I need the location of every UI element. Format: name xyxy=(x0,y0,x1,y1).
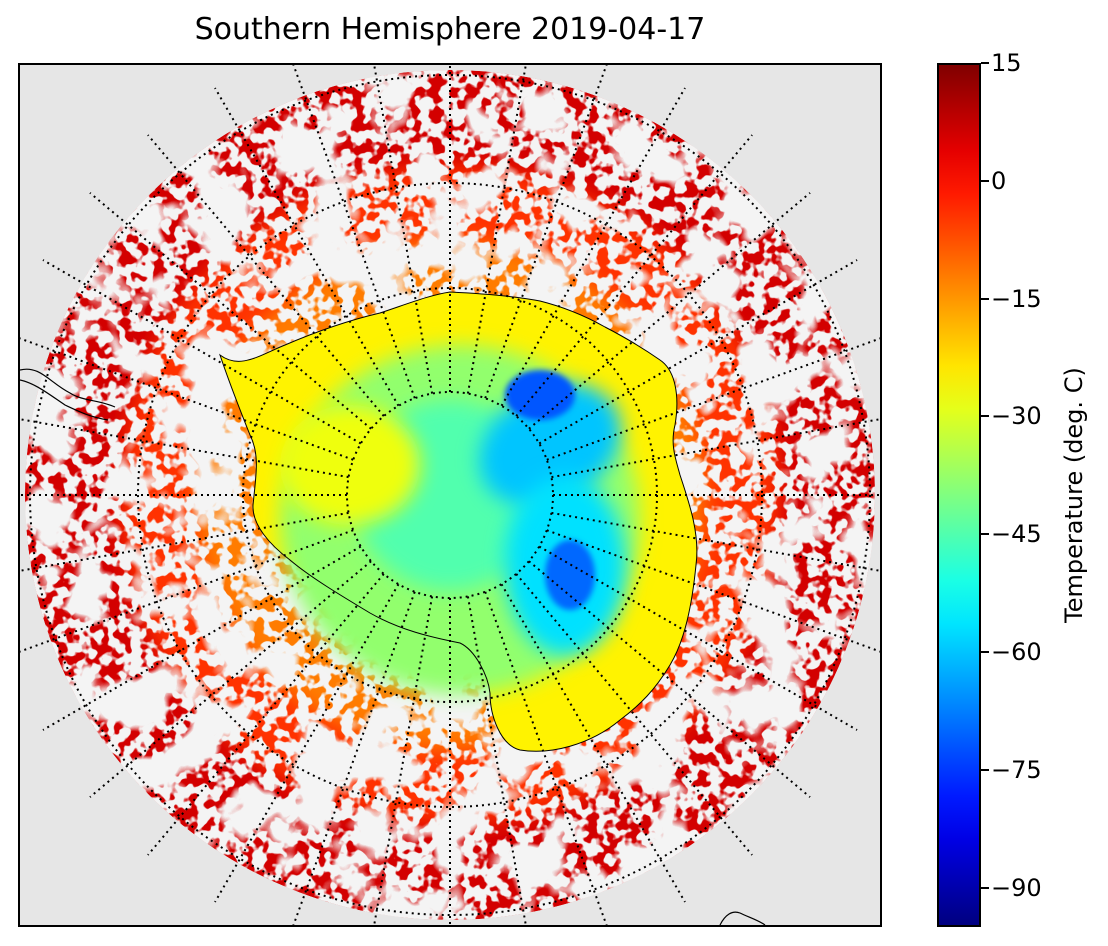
meridian xyxy=(20,337,354,461)
meridian xyxy=(528,560,811,798)
meridian xyxy=(528,192,811,430)
colorbar-tick-label: −75 xyxy=(991,755,1042,784)
meridian xyxy=(484,65,608,399)
new-zealand-fragment xyxy=(719,911,766,925)
meridian xyxy=(551,511,880,572)
meridian xyxy=(89,192,372,430)
meridian xyxy=(292,591,416,925)
meridian xyxy=(20,529,354,653)
meridian xyxy=(515,134,753,417)
meridian xyxy=(147,134,385,417)
coldest-spot-b xyxy=(545,540,595,610)
polar-map[interactable] xyxy=(18,63,882,927)
meridian xyxy=(292,65,416,399)
parallel xyxy=(346,391,554,599)
colorbar-tick-label: −15 xyxy=(991,284,1042,313)
meridian xyxy=(373,596,434,925)
parallel xyxy=(29,74,871,916)
meridian xyxy=(466,596,527,925)
colorbar-tick-label: −60 xyxy=(991,638,1042,667)
meridian xyxy=(500,583,686,903)
map-title: Southern Hemisphere 2019-04-17 xyxy=(194,12,706,47)
peninsula-zone xyxy=(280,405,420,525)
colorbar-tick xyxy=(981,651,989,654)
coldest-spot-a xyxy=(505,370,575,420)
colorbar-tick xyxy=(981,533,989,536)
meridian xyxy=(147,573,385,856)
meridian xyxy=(546,337,880,461)
meridian xyxy=(466,65,527,394)
parallel xyxy=(242,287,658,703)
meridian xyxy=(42,545,362,731)
colorbar-label: Temperature (deg. C) xyxy=(1060,367,1088,623)
meridian xyxy=(20,418,349,479)
antarctica-coastline xyxy=(219,291,698,752)
meridian xyxy=(89,560,372,798)
colorbar-tick xyxy=(981,62,989,64)
meridian xyxy=(538,545,858,731)
meridian xyxy=(546,529,880,653)
colorbar xyxy=(937,63,981,927)
parallel xyxy=(137,182,763,808)
colorbar-tick xyxy=(981,768,989,771)
meridian xyxy=(42,259,362,445)
meridian xyxy=(484,591,608,925)
plateau-zone-a xyxy=(479,384,621,506)
colorbar-tick xyxy=(981,415,989,418)
colorbar-tick-label: −30 xyxy=(991,402,1042,431)
meridian xyxy=(500,87,686,407)
meridian xyxy=(20,511,349,572)
meridian xyxy=(515,573,753,856)
colorbar-tick xyxy=(981,886,989,889)
meridian xyxy=(214,87,400,407)
meridian xyxy=(551,418,880,479)
antarctica-field xyxy=(220,292,697,752)
meridian xyxy=(373,65,434,394)
meridian xyxy=(214,583,400,903)
colorbar-tick-label: 0 xyxy=(991,166,1007,195)
meridian xyxy=(538,259,858,445)
colorbar-tick xyxy=(981,297,989,300)
colorbar-tick-label: 15 xyxy=(991,49,1022,77)
colorbar-tick xyxy=(981,179,989,182)
colorbar-tick-label: −45 xyxy=(991,520,1042,549)
map-canvas xyxy=(20,65,880,925)
colorbar-tick-label: −90 xyxy=(991,873,1042,902)
south-america-tip xyxy=(20,368,116,421)
graticule xyxy=(20,65,880,925)
